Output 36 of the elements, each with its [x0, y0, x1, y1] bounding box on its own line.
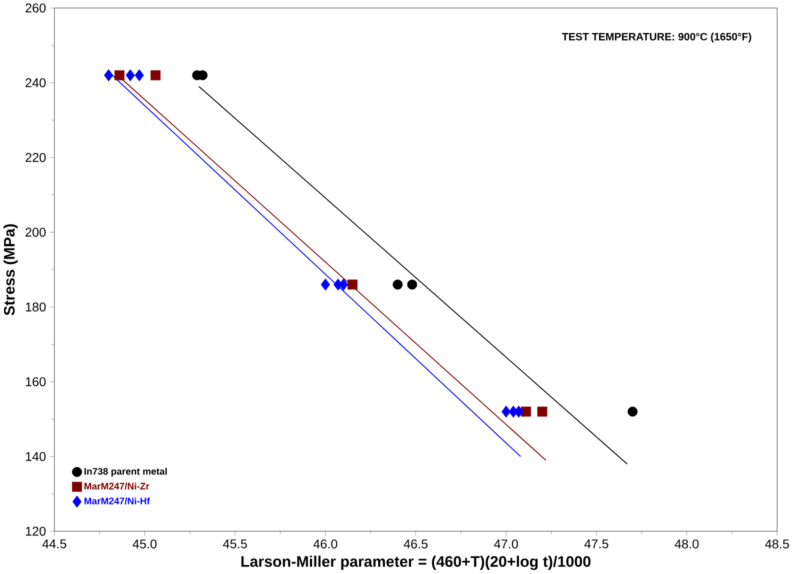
- point: [134, 69, 144, 82]
- point: [126, 69, 135, 82]
- x-tick-label: 46.0: [313, 540, 338, 549]
- x-tick-label: 47.0: [494, 540, 518, 549]
- y-tick-label: 140: [26, 452, 46, 462]
- y-tick-label: 120: [26, 526, 46, 536]
- point: [320, 278, 330, 291]
- point: [348, 280, 358, 290]
- x-axis-title: Larson-Miller parameter = (460+T)(20+log t)/1000: [241, 556, 590, 570]
- legend-label: MarM247/Ni-Zr: [84, 482, 150, 490]
- legend-label: In738 parent metal: [84, 468, 167, 477]
- y-tick-label: 260: [26, 4, 46, 13]
- y-tick-label: 200: [26, 228, 46, 237]
- legend-label: MarM247/Ni-Hf: [84, 498, 150, 505]
- y-axis-title: Stress (MPa): [4, 224, 18, 316]
- y-tick-label: 220: [26, 153, 46, 162]
- y-tick-label: 160: [26, 378, 46, 386]
- x-tick-label: 48.5: [765, 540, 789, 549]
- point: [537, 406, 548, 417]
- point: [114, 70, 124, 80]
- x-tick-label: 46.5: [404, 540, 428, 549]
- point: [104, 69, 114, 82]
- x-tick-label: 44.5: [42, 540, 66, 549]
- x-tick-label: 48.0: [674, 540, 699, 549]
- point: [150, 70, 161, 80]
- point: [407, 280, 418, 290]
- point: [392, 280, 403, 290]
- point: [628, 406, 638, 417]
- annotation: TEST TEMPERATURE: 900°C (1650°F): [562, 32, 752, 43]
- x-tick-label: 47.5: [584, 540, 608, 549]
- y-tick-label: 240: [26, 78, 46, 88]
- x-tick-label: 45.5: [223, 540, 247, 549]
- x-tick-label: 45.0: [132, 540, 157, 549]
- point: [521, 406, 531, 417]
- y-tick-label: 180: [26, 302, 46, 312]
- point: [502, 406, 511, 418]
